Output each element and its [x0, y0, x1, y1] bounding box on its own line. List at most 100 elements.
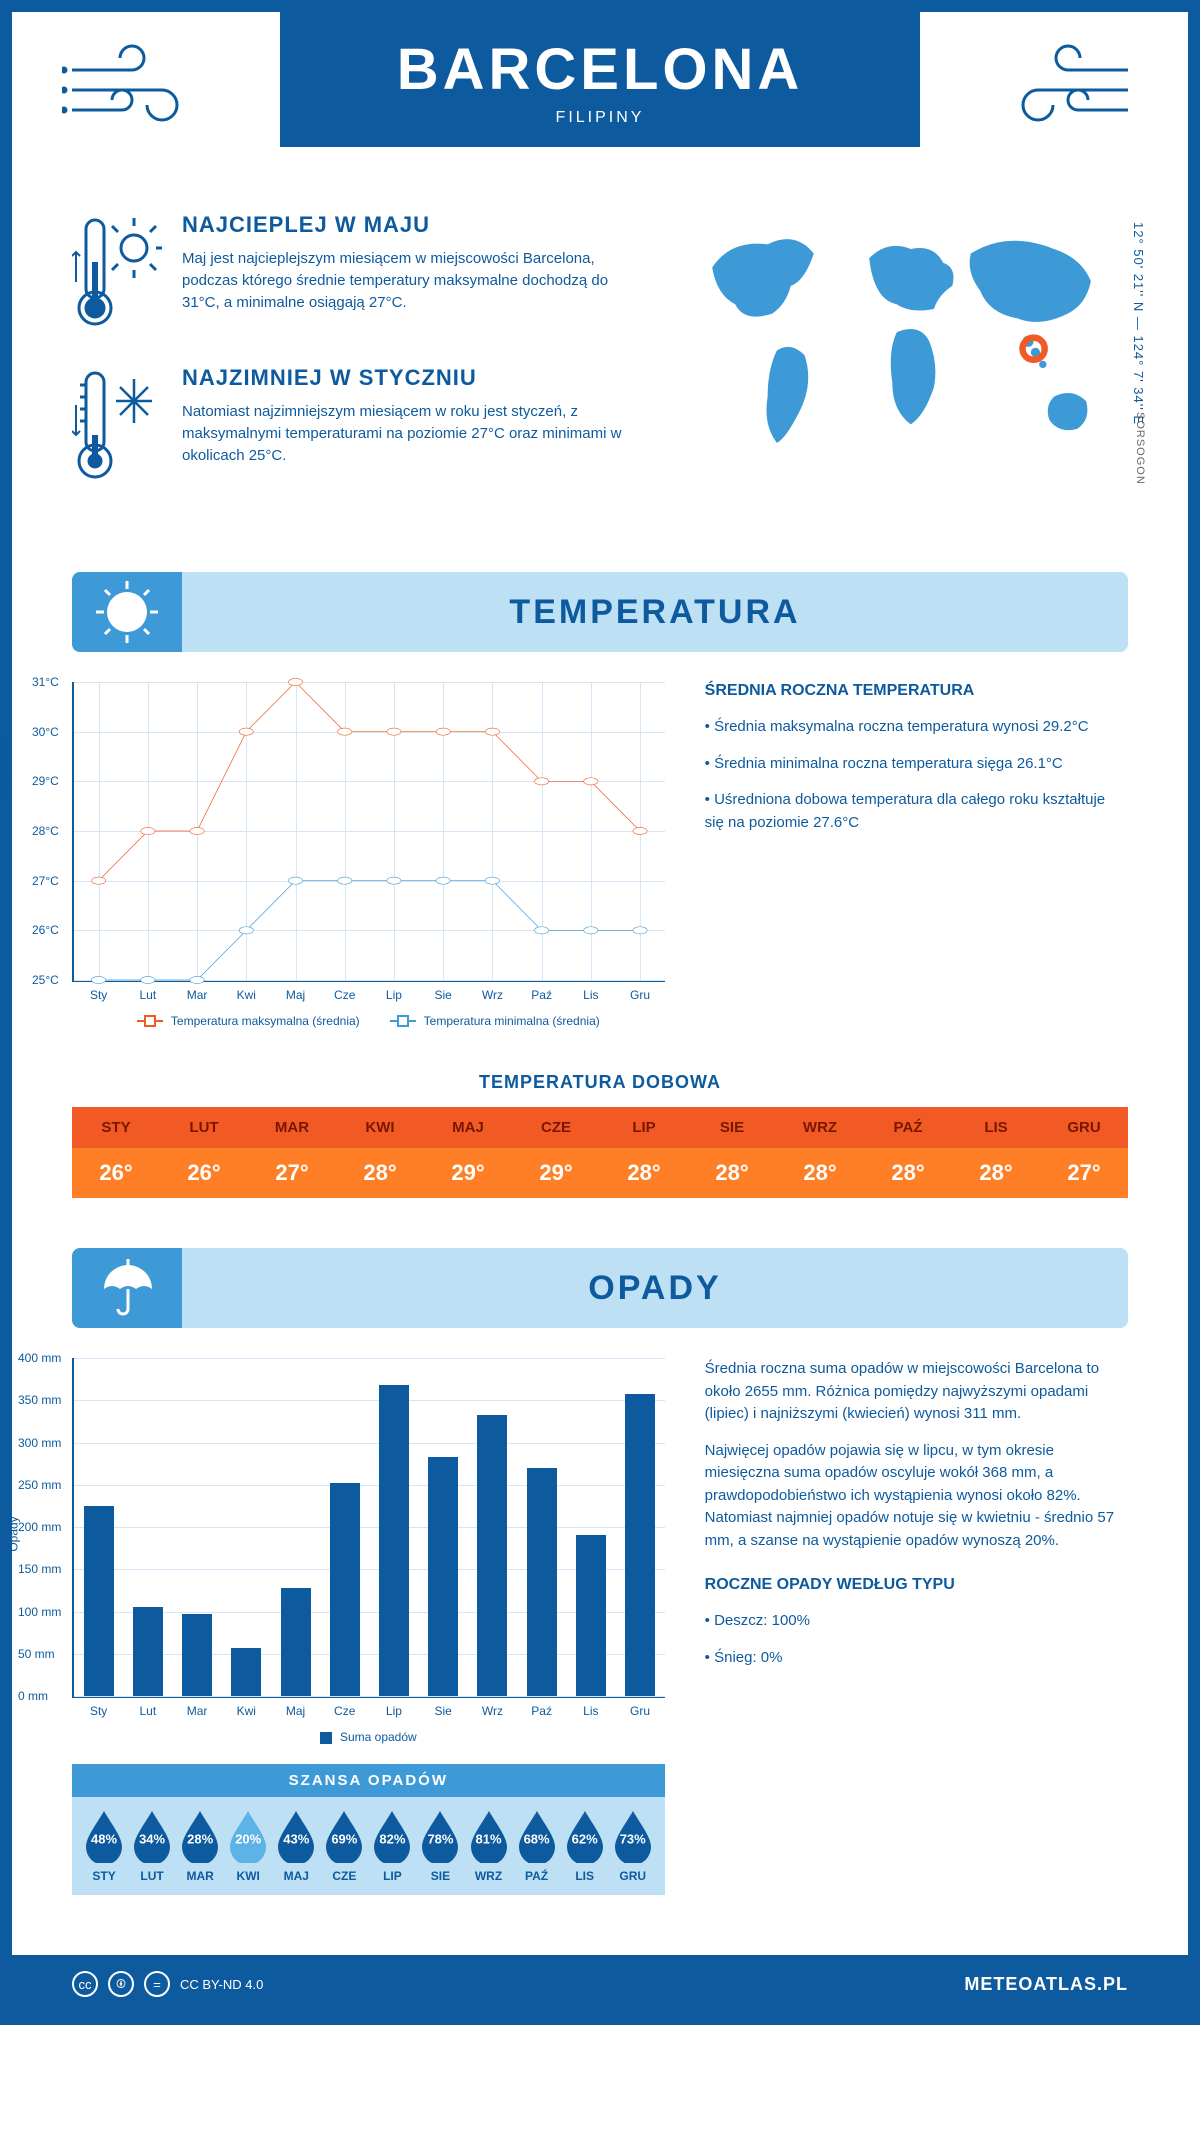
- chance-cell: 78%SIE: [416, 1809, 464, 1883]
- drop-icon: 68%: [515, 1809, 559, 1863]
- daily-month: GRU: [1040, 1107, 1128, 1148]
- coldest-block: NAJZIMNIEJ W STYCZNIU Natomiast najzimni…: [72, 365, 626, 490]
- rain-title: OPADY: [182, 1269, 1128, 1308]
- umbrella-icon: [72, 1248, 182, 1328]
- by-icon: 🅯: [108, 1971, 134, 1997]
- drop-icon: 82%: [370, 1809, 414, 1863]
- temperature-chart: Temperatura 25°C26°C27°C28°C29°C30°C31°C…: [72, 682, 665, 1028]
- temperature-title: TEMPERATURA: [182, 593, 1128, 632]
- daily-value: 28°: [776, 1148, 864, 1198]
- rain-bar: [133, 1607, 163, 1696]
- rain-legend: Suma opadów: [72, 1730, 665, 1744]
- hottest-block: NAJCIEPLEJ W MAJU Maj jest najcieplejszy…: [72, 212, 626, 337]
- coldest-desc: Natomiast najzimniejszym miesiącem w rok…: [182, 401, 626, 466]
- rain-type-title: ROCZNE OPADY WEDŁUG TYPU: [705, 1576, 1128, 1594]
- drop-icon: 62%: [563, 1809, 607, 1863]
- daily-temp-table: STYLUTMARKWIMAJCZELIPSIEWRZPAŹLISGRU 26°…: [72, 1107, 1128, 1198]
- chance-cell: 81%WRZ: [465, 1809, 513, 1883]
- drop-icon: 78%: [418, 1809, 462, 1863]
- temp-bullet: • Uśredniona dobowa temperatura dla całe…: [705, 789, 1128, 834]
- thermometer-sun-icon: [72, 212, 162, 337]
- daily-month: WRZ: [776, 1107, 864, 1148]
- wind-icon: [62, 40, 202, 140]
- rain-bar: [281, 1588, 311, 1696]
- daily-month: PAŹ: [864, 1107, 952, 1148]
- daily-value: 28°: [952, 1148, 1040, 1198]
- rain-bar: [477, 1415, 507, 1696]
- daily-value: 28°: [688, 1148, 776, 1198]
- daily-value: 26°: [72, 1148, 160, 1198]
- rain-bar: [330, 1483, 360, 1696]
- rain-bar: [625, 1394, 655, 1697]
- rain-chance-strip: SZANSA OPADÓW 48%STY34%LUT28%MAR20%KWI43…: [72, 1764, 665, 1895]
- drop-icon: 43%: [274, 1809, 318, 1863]
- daily-value: 27°: [1040, 1148, 1128, 1198]
- rain-type-bullet: • Śnieg: 0%: [705, 1647, 1128, 1670]
- rain-bar: [576, 1535, 606, 1696]
- chance-cell: 34%LUT: [128, 1809, 176, 1883]
- temp-summary-title: ŚREDNIA ROCZNA TEMPERATURA: [705, 682, 1128, 700]
- drop-icon: 28%: [178, 1809, 222, 1863]
- daily-value: 26°: [160, 1148, 248, 1198]
- chance-cell: 68%PAŹ: [513, 1809, 561, 1883]
- daily-month: CZE: [512, 1107, 600, 1148]
- temp-legend: Temperatura maksymalna (średnia) Tempera…: [72, 1014, 665, 1028]
- daily-month: MAJ: [424, 1107, 512, 1148]
- country-name: FILIPINY: [280, 109, 920, 127]
- nd-icon: =: [144, 1971, 170, 1997]
- coordinates: 12° 50' 21'' N — 124° 7' 34'' E: [1131, 222, 1146, 425]
- sun-icon: [72, 572, 182, 652]
- drop-icon: 34%: [130, 1809, 174, 1863]
- chance-cell: 43%MAJ: [272, 1809, 320, 1883]
- page-footer: cc 🅯 = CC BY-ND 4.0 METEOATLAS.PL: [12, 1955, 1188, 2013]
- daily-value: 29°: [512, 1148, 600, 1198]
- site-name: METEOATLAS.PL: [964, 1974, 1128, 1995]
- daily-temp-title: TEMPERATURA DOBOWA: [12, 1072, 1188, 1093]
- temp-summary: ŚREDNIA ROCZNA TEMPERATURA • Średnia mak…: [705, 682, 1128, 1028]
- rain-bar: [428, 1457, 458, 1696]
- drop-icon: 48%: [82, 1809, 126, 1863]
- rain-paragraph: Średnia roczna suma opadów w miejscowośc…: [705, 1358, 1128, 1426]
- drop-icon: 81%: [467, 1809, 511, 1863]
- hottest-desc: Maj jest najcieplejszym miesiącem w miej…: [182, 248, 626, 313]
- daily-value: 27°: [248, 1148, 336, 1198]
- chance-cell: 20%KWI: [224, 1809, 272, 1883]
- daily-value: 28°: [600, 1148, 688, 1198]
- cc-icon: cc: [72, 1971, 98, 1997]
- page-header: BARCELONA FILIPINY: [12, 12, 1188, 212]
- chance-cell: 73%GRU: [609, 1809, 657, 1883]
- daily-value: 28°: [864, 1148, 952, 1198]
- rain-summary: Średnia roczna suma opadów w miejscowośc…: [705, 1358, 1128, 1895]
- rain-bar: [84, 1506, 114, 1696]
- rain-bar: [379, 1385, 409, 1696]
- chance-title: SZANSA OPADÓW: [72, 1764, 665, 1797]
- chance-cell: 82%LIP: [368, 1809, 416, 1883]
- temp-y-axis-label: Temperatura: [0, 737, 11, 804]
- license-label: CC BY-ND 4.0: [180, 1977, 263, 1992]
- rain-bar: [182, 1614, 212, 1696]
- rain-bar: [527, 1468, 557, 1696]
- title-banner: BARCELONA FILIPINY: [280, 12, 920, 147]
- legend-max-label: Temperatura maksymalna (średnia): [171, 1014, 360, 1028]
- temperature-section-header: TEMPERATURA: [72, 572, 1128, 652]
- chance-cell: 48%STY: [80, 1809, 128, 1883]
- daily-month: MAR: [248, 1107, 336, 1148]
- daily-month: LUT: [160, 1107, 248, 1148]
- daily-month: KWI: [336, 1107, 424, 1148]
- thermometer-snow-icon: [72, 365, 162, 490]
- chance-cell: 28%MAR: [176, 1809, 224, 1883]
- daily-value: 28°: [336, 1148, 424, 1198]
- rain-legend-label: Suma opadów: [340, 1730, 417, 1744]
- daily-month: LIP: [600, 1107, 688, 1148]
- region-label: SORSOGON: [1134, 412, 1146, 485]
- intro-section: NAJCIEPLEJ W MAJU Maj jest najcieplejszy…: [12, 212, 1188, 548]
- drop-icon: 73%: [611, 1809, 655, 1863]
- rain-chart: Opady 0 mm50 mm100 mm150 mm200 mm250 mm3…: [72, 1358, 665, 1895]
- drop-icon: 69%: [322, 1809, 366, 1863]
- daily-month: SIE: [688, 1107, 776, 1148]
- wind-icon: [998, 40, 1138, 140]
- drop-icon: 20%: [226, 1809, 270, 1863]
- daily-value: 29°: [424, 1148, 512, 1198]
- rain-section-header: OPADY: [72, 1248, 1128, 1328]
- temp-bullet: • Średnia minimalna roczna temperatura s…: [705, 753, 1128, 776]
